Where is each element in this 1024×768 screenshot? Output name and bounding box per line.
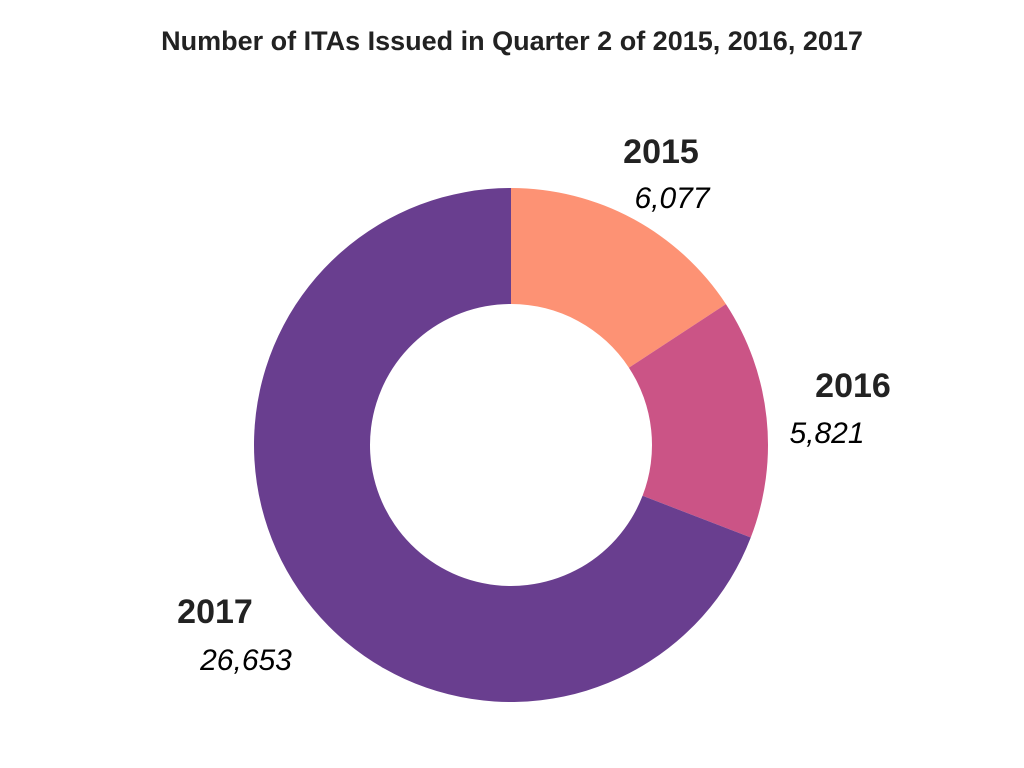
- donut-slices: [253, 188, 768, 703]
- slice-2017: [253, 188, 751, 703]
- slice-value-2015: 6,077: [634, 182, 710, 215]
- slice-value-2016: 5,821: [789, 417, 864, 450]
- slice-2015: [511, 188, 726, 368]
- slice-value-2017: 26,653: [199, 644, 292, 677]
- slice-2016: [628, 304, 768, 538]
- slice-label-2016: 2016: [815, 367, 891, 405]
- slice-labels: 2015 6,077 2016 5,821 2017 26,653: [177, 133, 891, 677]
- slice-label-2017: 2017: [177, 593, 253, 631]
- chart-title: Number of ITAs Issued in Quarter 2 of 20…: [161, 26, 863, 56]
- slice-label-2015: 2015: [623, 133, 699, 171]
